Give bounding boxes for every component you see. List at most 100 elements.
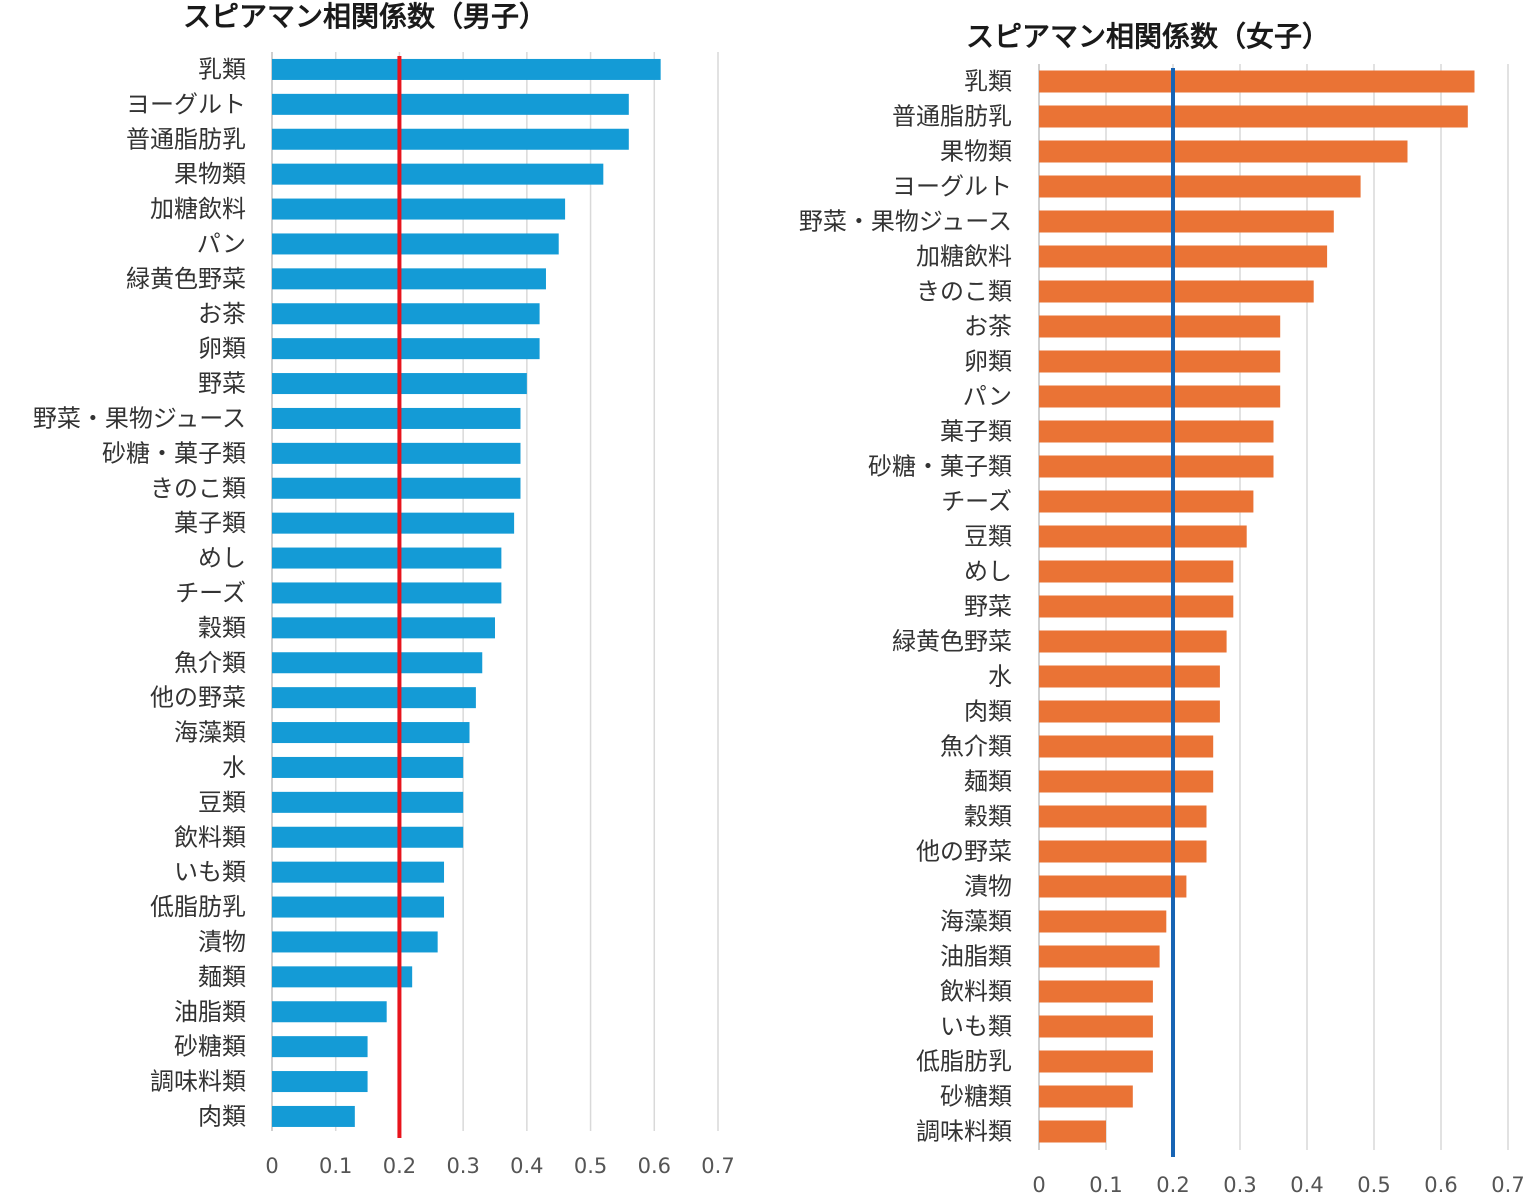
category-label-female: 卵類 xyxy=(964,348,1012,376)
category-label-male: 水 xyxy=(222,753,246,781)
category-label-male: 乳類 xyxy=(198,55,246,83)
chart-female: スピアマン相関係数（女子） 0 0.1 0.2 0.3 0.4 0.5 0.6 0.7 乳類普通… xyxy=(799,20,1525,1197)
x-tick-label-male: 0.7 xyxy=(701,1154,734,1178)
category-label-female: お茶 xyxy=(964,313,1012,341)
bar-female xyxy=(1039,945,1160,968)
category-label-male: 飲料類 xyxy=(174,823,246,851)
category-label-male: 野菜・果物ジュース xyxy=(33,404,246,432)
bar-female xyxy=(1039,840,1207,863)
category-label-female: 野菜・果物ジュース xyxy=(799,208,1012,236)
bar-female xyxy=(1039,735,1214,758)
bar-male xyxy=(272,163,604,185)
category-label-female: 漬物 xyxy=(964,873,1012,901)
bar-male xyxy=(272,652,483,674)
category-label-male: 砂糖・菓子類 xyxy=(102,439,246,467)
bar-female xyxy=(1039,1085,1133,1108)
category-label-female: 普通脂肪乳 xyxy=(892,103,1012,131)
bar-female xyxy=(1039,105,1468,128)
bar-male xyxy=(272,233,559,255)
bar-female xyxy=(1039,525,1247,548)
chart-male: スピアマン相関係数（男子） 0 0.1 0.2 0.3 0.4 0.5 0.6 0.7 乳類ヨー… xyxy=(33,0,735,1178)
category-label-female: 他の野菜 xyxy=(916,838,1012,866)
bar-female xyxy=(1039,805,1207,828)
x-tick-label-male: 0.5 xyxy=(574,1154,607,1178)
bar-female xyxy=(1039,490,1254,513)
category-label-male: 調味料類 xyxy=(150,1068,246,1096)
x-tick-label-female: 0.6 xyxy=(1424,1173,1457,1197)
category-label-female: 低脂肪乳 xyxy=(916,1048,1012,1076)
bar-male xyxy=(272,58,661,80)
category-label-male: 豆類 xyxy=(198,788,246,816)
category-label-female: いも類 xyxy=(940,1013,1012,1041)
category-label-female: 海藻類 xyxy=(940,908,1012,936)
bar-female xyxy=(1039,350,1281,373)
bar-male xyxy=(272,791,464,813)
category-label-male: きのこ類 xyxy=(150,474,246,502)
bar-male xyxy=(272,268,546,290)
category-label-male: めし xyxy=(198,544,246,572)
bar-female xyxy=(1039,175,1361,198)
category-label-male: 菓子類 xyxy=(174,509,246,537)
bar-male xyxy=(272,617,495,639)
bar-female xyxy=(1039,560,1234,583)
bar-male xyxy=(272,966,413,988)
category-label-female: 果物類 xyxy=(940,138,1012,166)
bar-male xyxy=(272,338,540,360)
category-label-male: 果物類 xyxy=(174,160,246,188)
bar-male xyxy=(272,1001,387,1023)
category-label-male: 低脂肪乳 xyxy=(150,893,246,921)
bar-male xyxy=(272,303,540,325)
category-label-male: 卵類 xyxy=(198,335,246,363)
category-label-male: 野菜 xyxy=(198,370,246,398)
category-label-female: 砂糖・菓子類 xyxy=(868,453,1012,481)
x-tick-label-female: 0.7 xyxy=(1491,1173,1524,1197)
bar-female xyxy=(1039,315,1281,338)
category-label-female: 緑黄色野菜 xyxy=(892,628,1012,656)
bar-male xyxy=(272,477,521,499)
category-label-male: 砂糖類 xyxy=(174,1033,246,1061)
category-label-female: 調味料類 xyxy=(916,1118,1012,1146)
chart-title-male: スピアマン相関係数（男子） xyxy=(183,0,547,33)
bar-female xyxy=(1039,385,1281,408)
x-tick-label-male: 0.6 xyxy=(638,1154,671,1178)
category-label-female: 飲料類 xyxy=(940,978,1012,1006)
category-label-female: きのこ類 xyxy=(916,278,1012,306)
bar-female xyxy=(1039,1015,1153,1038)
bar-male xyxy=(272,547,502,569)
category-label-male: 漬物 xyxy=(198,928,246,956)
bar-male xyxy=(272,512,515,534)
category-label-female: チーズ xyxy=(941,488,1012,516)
category-label-female: 乳類 xyxy=(964,68,1012,96)
x-tick-label-male: 0.2 xyxy=(383,1154,416,1178)
bar-female xyxy=(1039,770,1214,793)
bar-female xyxy=(1039,595,1234,618)
category-label-female: 魚介類 xyxy=(940,733,1012,761)
bar-male xyxy=(272,93,629,115)
bar-male xyxy=(272,931,438,953)
x-tick-label-male: 0.3 xyxy=(446,1154,479,1178)
category-label-male: 麺類 xyxy=(198,963,246,991)
bar-male xyxy=(272,896,445,918)
bar-male xyxy=(272,1105,355,1127)
x-tick-label-female: 0 xyxy=(1032,1173,1045,1197)
category-label-female: パン xyxy=(963,383,1012,411)
category-label-female: 豆類 xyxy=(964,523,1012,551)
category-label-male: 海藻類 xyxy=(174,719,246,747)
x-tick-label-male: 0 xyxy=(265,1154,278,1178)
bar-male xyxy=(272,826,464,848)
category-label-female: めし xyxy=(964,558,1012,586)
x-tick-label-female: 0.1 xyxy=(1089,1173,1122,1197)
category-label-female: 麺類 xyxy=(964,768,1012,796)
bar-female xyxy=(1039,630,1227,653)
x-tick-label-male: 0.4 xyxy=(510,1154,543,1178)
bar-female xyxy=(1039,1050,1153,1073)
bar-male xyxy=(272,687,476,709)
x-tick-label-female: 0.5 xyxy=(1357,1173,1390,1197)
bar-male xyxy=(272,128,629,150)
x-tick-label-male: 0.1 xyxy=(319,1154,352,1178)
category-label-male: 魚介類 xyxy=(174,649,246,677)
bar-female xyxy=(1039,700,1220,723)
chart-title-female: スピアマン相関係数（女子） xyxy=(966,20,1330,53)
bar-female xyxy=(1039,665,1220,688)
category-label-male: ヨーグルト xyxy=(126,90,246,118)
